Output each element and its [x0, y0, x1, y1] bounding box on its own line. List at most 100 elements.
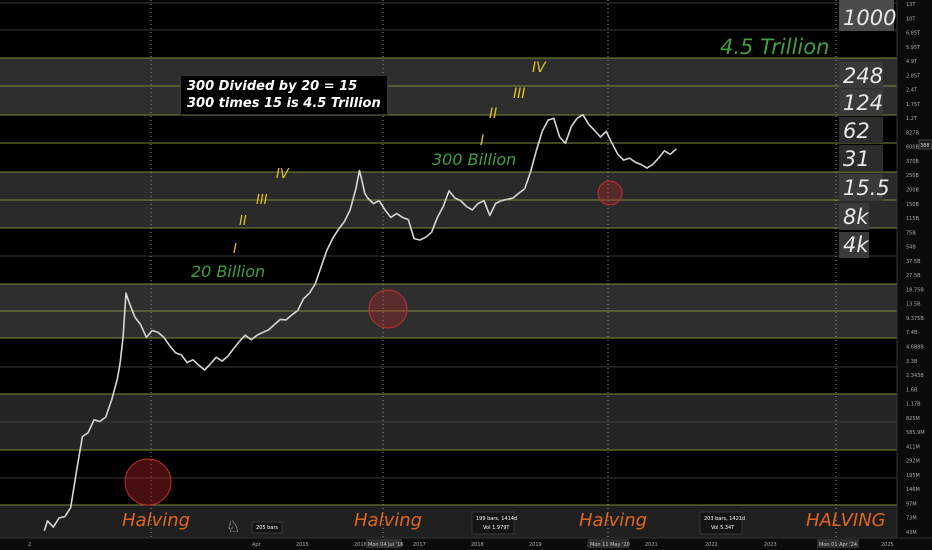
price-tick-label: 9.375B — [906, 316, 924, 322]
price-point — [221, 360, 224, 362]
price-point — [238, 340, 241, 343]
multiplier-8k: 8k — [843, 205, 869, 229]
date-marker: Mon 01 Apr '24 — [819, 542, 857, 548]
price-tick-label: 2.343B — [906, 373, 924, 379]
multiplier-box — [839, 117, 883, 143]
wave-mark: III — [513, 86, 525, 102]
multiplier-box — [839, 174, 883, 201]
measure-box-line: 199 bars, 1414d — [476, 516, 517, 522]
price-point — [651, 163, 654, 166]
price-point — [358, 169, 361, 172]
price-point — [110, 399, 113, 402]
price-point — [98, 420, 101, 423]
measure-box-line: Vol 5.34T — [711, 525, 735, 531]
price-point — [174, 351, 177, 354]
price-point — [43, 529, 46, 532]
price-point — [273, 323, 276, 326]
price-point — [465, 205, 468, 208]
price-point — [46, 520, 49, 522]
price-tick-label: 3.3B — [906, 359, 918, 365]
price-point — [186, 361, 189, 364]
price-tick-label: 2.4T — [906, 88, 918, 94]
halving-label: Halving — [354, 510, 422, 531]
price-point — [570, 125, 573, 128]
price-tick-label: 150B — [906, 202, 920, 208]
price-point — [552, 117, 555, 120]
wave-mark: I — [480, 133, 484, 149]
watermark-icon: ♘ — [226, 517, 240, 536]
time-tick-label: 2017 — [413, 542, 426, 548]
price-point — [535, 150, 538, 152]
price-point — [122, 335, 124, 338]
price-point — [541, 130, 544, 133]
price-tick-label: 146M — [906, 487, 920, 493]
price-point — [58, 517, 60, 519]
price-point — [320, 266, 322, 269]
price-series — [43, 113, 677, 532]
price-point — [593, 129, 596, 132]
price-point — [419, 239, 421, 241]
date-marker-box — [817, 539, 859, 548]
price-point — [599, 136, 602, 138]
price-point — [325, 249, 328, 252]
date-marker-box — [588, 539, 629, 548]
price-point — [157, 331, 159, 334]
cycle-label-300-billion: 300 Billion — [432, 150, 516, 169]
price-point — [168, 344, 171, 347]
price-point — [675, 148, 677, 151]
price-point — [395, 212, 398, 215]
price-tick-label: 27.5B — [906, 273, 921, 279]
wave-mark: II — [489, 106, 497, 122]
time-axis: 2Apr201520162017201820192020202120222023… — [0, 537, 932, 550]
price-point — [192, 358, 194, 361]
price-point — [197, 364, 200, 367]
price-series-line — [43, 113, 677, 531]
time-tick-label: 2019 — [529, 542, 542, 548]
wave-marks-second-cycle: I II III IV — [480, 60, 547, 149]
wave-mark: II — [239, 214, 247, 229]
price-point — [384, 209, 386, 211]
price-point — [657, 157, 660, 160]
current-value-label: 388 — [920, 143, 930, 149]
price-tick-label: 10T — [906, 16, 916, 22]
price-point — [389, 216, 392, 219]
price-point — [363, 192, 366, 195]
price-point — [75, 469, 78, 472]
price-point — [605, 130, 608, 133]
price-point — [611, 142, 613, 145]
price-point — [93, 418, 95, 421]
price-point — [663, 150, 666, 152]
price-point — [145, 336, 148, 339]
price-tick-label: 7.4B — [906, 330, 918, 336]
multiplier-box — [839, 232, 869, 258]
price-point — [215, 356, 218, 359]
price-point — [576, 117, 578, 120]
price-tick-label: 13.5B — [906, 302, 921, 308]
time-tick-label: 2022 — [705, 542, 718, 548]
multiplier-31: 31 — [843, 147, 870, 171]
halving-lines — [150, 0, 837, 538]
price-point — [163, 336, 165, 339]
price-axis-ticks: 13T 10T 6.85T 5.95T 4.9T 2.85T 2.4T 1.75T 1.2T 82… — [906, 2, 925, 536]
price-tick-label: 200B — [906, 188, 920, 194]
price-point — [454, 197, 456, 199]
price-point — [459, 199, 462, 202]
price-tick-label: 43M — [906, 530, 917, 536]
price-tick-label: 13T — [906, 2, 916, 8]
cycle-labels: 20 Billion 300 Billion 4.5 Trillion — [191, 35, 829, 281]
price-point — [203, 369, 206, 371]
cycle-label-4-5-trillion: 4.5 Trillion — [720, 35, 829, 59]
time-tick-label: 2018 — [471, 542, 484, 548]
price-point — [250, 338, 253, 341]
price-tick-label: 585.9M — [906, 430, 925, 436]
price-point — [500, 199, 503, 202]
price-tick-label: 292M — [906, 459, 920, 465]
price-point — [564, 142, 567, 145]
price-tick-label: 18.75B — [906, 287, 924, 293]
time-tick-label: 2023 — [764, 542, 777, 548]
price-point — [547, 119, 549, 122]
price-tick-label: 600B — [906, 145, 920, 151]
multiplier-box — [839, 203, 869, 230]
date-marker-box — [366, 539, 402, 548]
price-point — [372, 202, 375, 205]
